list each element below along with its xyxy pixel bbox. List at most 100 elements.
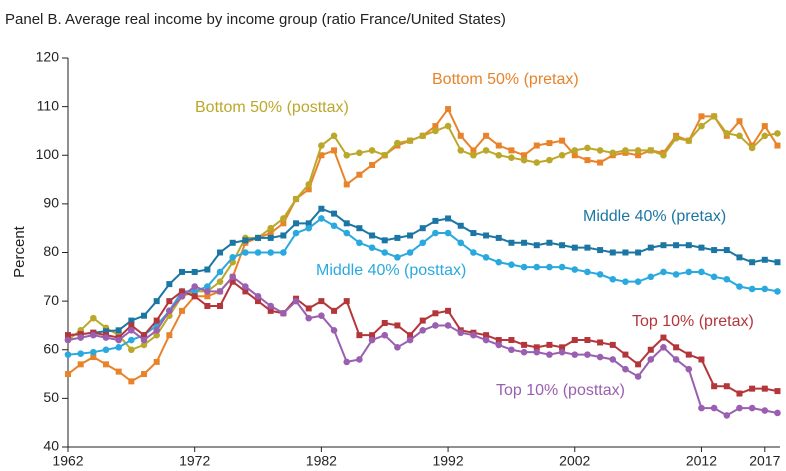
marker bbox=[381, 151, 389, 159]
marker bbox=[546, 263, 553, 271]
marker bbox=[318, 205, 325, 212]
marker bbox=[191, 283, 198, 290]
marker bbox=[229, 278, 236, 285]
marker bbox=[736, 254, 743, 261]
marker bbox=[305, 314, 313, 322]
marker bbox=[115, 336, 122, 344]
marker bbox=[166, 298, 173, 305]
marker bbox=[685, 351, 692, 358]
marker bbox=[204, 288, 211, 295]
marker bbox=[330, 132, 338, 140]
marker bbox=[698, 244, 705, 251]
marker bbox=[77, 331, 84, 338]
marker bbox=[508, 337, 515, 344]
marker bbox=[495, 258, 503, 266]
marker bbox=[242, 283, 249, 290]
marker bbox=[521, 239, 528, 246]
marker bbox=[571, 351, 579, 358]
marker bbox=[647, 346, 654, 353]
marker bbox=[267, 230, 274, 237]
marker bbox=[672, 356, 680, 363]
marker bbox=[673, 344, 680, 351]
marker bbox=[318, 152, 325, 159]
marker bbox=[65, 371, 71, 378]
marker bbox=[102, 334, 110, 341]
marker bbox=[520, 156, 528, 164]
marker bbox=[153, 358, 160, 365]
series-line bbox=[67, 217, 778, 356]
marker bbox=[77, 334, 84, 341]
marker bbox=[571, 244, 578, 251]
marker bbox=[141, 371, 148, 378]
marker bbox=[292, 297, 300, 305]
marker bbox=[229, 254, 236, 261]
y-tick-label: 90 bbox=[43, 195, 59, 211]
marker bbox=[217, 302, 224, 309]
marker bbox=[710, 113, 718, 120]
marker bbox=[204, 266, 211, 273]
marker bbox=[596, 271, 604, 278]
marker bbox=[470, 230, 477, 237]
marker bbox=[774, 142, 781, 149]
y-tick-label: 60 bbox=[43, 340, 59, 356]
marker bbox=[546, 239, 553, 246]
marker bbox=[711, 383, 718, 390]
marker bbox=[445, 307, 452, 314]
marker bbox=[343, 151, 351, 159]
marker bbox=[457, 329, 465, 337]
marker bbox=[419, 132, 427, 140]
marker bbox=[216, 278, 224, 285]
marker bbox=[267, 302, 275, 310]
marker bbox=[381, 331, 389, 339]
marker bbox=[749, 259, 756, 266]
marker bbox=[457, 147, 465, 154]
marker bbox=[622, 249, 629, 256]
x-tick-label: 2002 bbox=[559, 453, 590, 469]
marker bbox=[255, 234, 262, 241]
marker bbox=[457, 239, 465, 247]
marker bbox=[748, 144, 756, 152]
marker bbox=[90, 331, 97, 339]
marker bbox=[723, 130, 731, 137]
marker bbox=[571, 152, 578, 159]
marker bbox=[166, 281, 173, 288]
marker bbox=[292, 229, 300, 237]
marker bbox=[419, 239, 427, 247]
marker bbox=[305, 186, 312, 193]
marker bbox=[368, 336, 376, 344]
marker bbox=[508, 261, 515, 268]
marker bbox=[368, 244, 376, 251]
marker bbox=[483, 232, 490, 239]
marker bbox=[482, 254, 490, 261]
marker bbox=[533, 348, 541, 356]
marker bbox=[533, 159, 541, 166]
marker bbox=[596, 353, 604, 361]
x-tick-label: 2012 bbox=[686, 453, 717, 469]
marker bbox=[191, 288, 198, 295]
marker bbox=[609, 341, 616, 348]
marker bbox=[178, 292, 186, 300]
marker bbox=[609, 249, 616, 256]
marker bbox=[761, 123, 768, 130]
marker bbox=[609, 356, 617, 363]
marker bbox=[419, 327, 427, 334]
marker bbox=[153, 317, 160, 324]
marker bbox=[444, 322, 452, 329]
marker bbox=[369, 161, 376, 168]
marker bbox=[685, 365, 693, 373]
marker bbox=[635, 152, 642, 159]
marker bbox=[761, 132, 769, 140]
marker bbox=[736, 283, 743, 290]
series-label: Middle 40% (pretax) bbox=[583, 208, 726, 225]
marker bbox=[584, 337, 591, 344]
marker bbox=[217, 249, 224, 256]
series-label: Middle 40% (posttax) bbox=[316, 262, 466, 279]
series-label: Top 10% (posttax) bbox=[496, 382, 625, 399]
marker bbox=[368, 147, 376, 154]
marker bbox=[634, 373, 642, 380]
marker bbox=[406, 249, 414, 256]
marker bbox=[660, 344, 667, 351]
marker bbox=[533, 242, 540, 249]
marker bbox=[318, 312, 325, 320]
marker bbox=[280, 232, 287, 239]
